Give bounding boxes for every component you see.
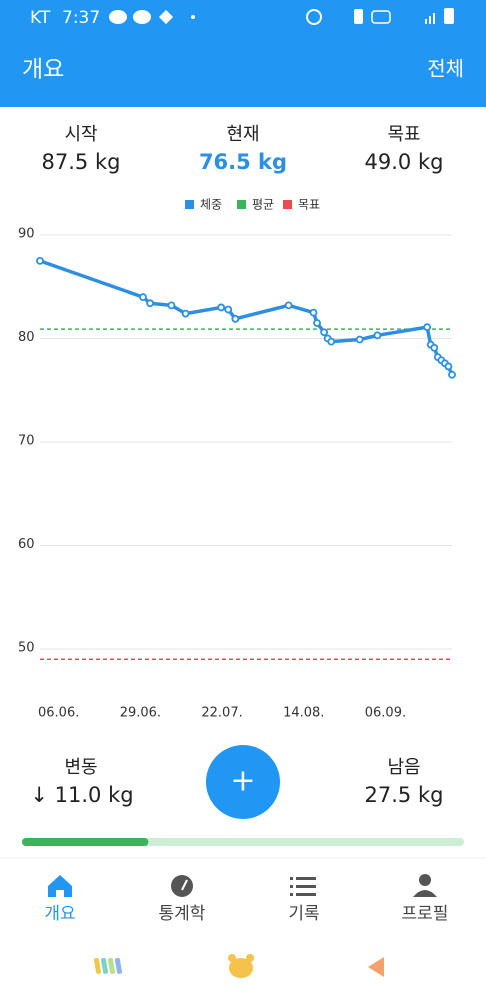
y-tick-label: 90 (18, 227, 35, 242)
summary-value: 76.5 kg (199, 150, 287, 174)
app-bar (0, 0, 486, 107)
header-action[interactable]: 전체 (427, 57, 464, 81)
weight-point (373, 331, 382, 340)
legend-swatch (185, 200, 194, 209)
x-tick-label: 06.06. (38, 706, 79, 721)
weight-point (309, 308, 318, 317)
weight-point (448, 370, 456, 379)
nav-label[interactable]: 프로필 (402, 904, 449, 924)
nav-icon[interactable] (181, 879, 188, 891)
remaining-value: 27.5 kg (365, 783, 444, 807)
header-title: 개요 (22, 57, 64, 83)
legend-label: 평균 (252, 198, 274, 212)
legend-label: 목표 (298, 198, 320, 212)
weight-point (231, 314, 240, 323)
nav-icon[interactable] (48, 875, 72, 897)
summary-value: 49.0 kg (365, 150, 444, 174)
weight-point (327, 337, 336, 346)
fab-icon[interactable]: + (230, 764, 255, 799)
system-icons (93, 954, 384, 978)
change-value: ↓ 11.0 kg (30, 783, 133, 807)
x-tick-label: 14.08. (283, 706, 324, 721)
nav-icon[interactable] (171, 875, 193, 897)
clock: 7:37 (62, 8, 100, 28)
y-tick-label: 70 (18, 433, 35, 448)
summary-label: 현재 (226, 124, 259, 145)
fab[interactable] (206, 745, 280, 819)
weight-line (39, 259, 454, 376)
y-tick-label: 80 (18, 330, 35, 345)
remaining-label: 남음 (387, 757, 420, 778)
legend-swatch (237, 200, 246, 209)
weight-point (313, 319, 321, 327)
progress-fill (22, 838, 149, 846)
nav-label[interactable]: 개요 (44, 904, 75, 924)
weight-point (139, 293, 147, 301)
progress (22, 838, 149, 846)
legend-swatch (283, 200, 292, 209)
weight-point (217, 303, 226, 312)
weight-point (423, 323, 432, 332)
change-label: 변동 (64, 757, 97, 778)
weight-point (430, 343, 439, 352)
x-tick-label: 29.06. (120, 706, 161, 721)
nav-label[interactable]: 통계학 (159, 904, 206, 924)
weight-point (320, 328, 329, 337)
weight-point (167, 301, 176, 310)
y-tick-label: 50 (18, 640, 35, 655)
chart: 50 60 70 80 90 06.06. 29.06. 22.07. 14.08. 06.09.… (18, 198, 456, 721)
weight-point (444, 362, 453, 371)
carrier: KT (30, 8, 51, 28)
weight-point (284, 301, 293, 310)
x-tick-label: 06.09. (365, 706, 406, 721)
x-tick-label: 22.07. (201, 706, 242, 721)
summary-label: 목표 (387, 124, 420, 145)
weight-point (36, 256, 44, 265)
summary-label: 시작 (64, 124, 97, 145)
nav-icon[interactable] (290, 874, 437, 897)
nav-label[interactable]: 기록 (288, 904, 319, 924)
weight-point (224, 305, 233, 314)
status-icons (109, 8, 454, 25)
legend-label: 체중 (200, 198, 222, 212)
weight-point (355, 335, 364, 344)
y-tick-label: 60 (18, 537, 35, 552)
summary-value: 87.5 kg (42, 150, 121, 174)
weight-point (146, 299, 155, 308)
weight-point (181, 309, 190, 318)
